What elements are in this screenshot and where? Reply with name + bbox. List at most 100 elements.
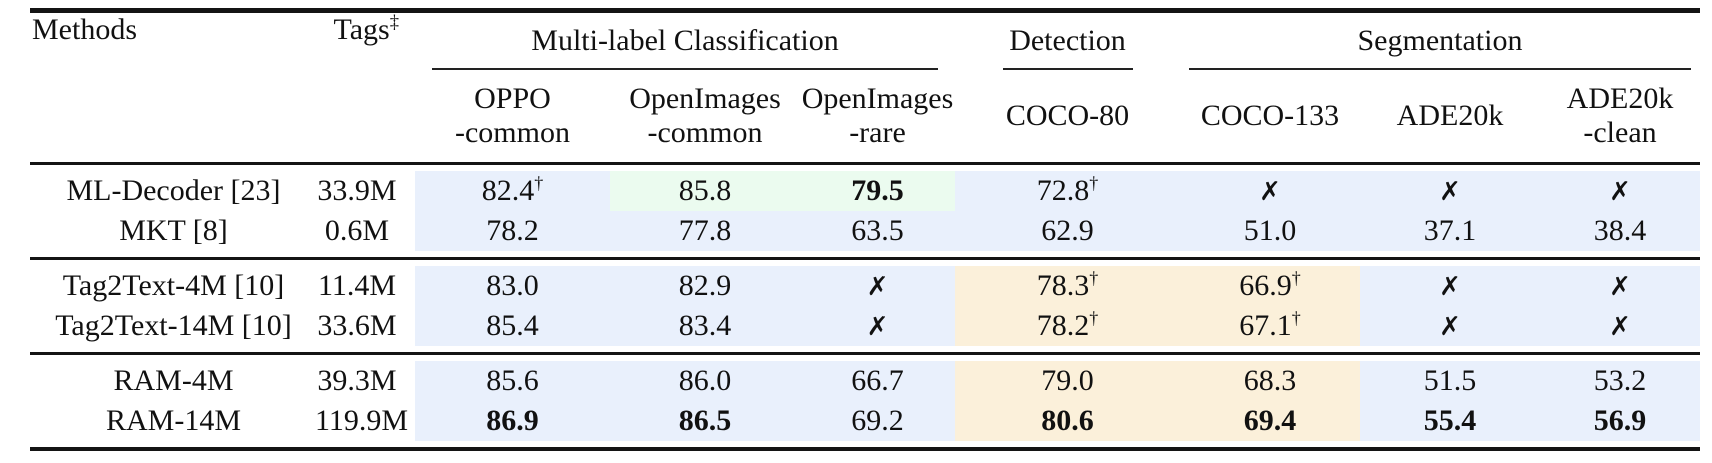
- score-value: 69.4: [1243, 403, 1297, 437]
- table-row-ram-4m: RAM-4M 39.3M 85.6 86.0 66.7 79.0 68.3 51.5 53.2: [30, 360, 1700, 401]
- benchmark-name-suffix: -clean: [1583, 115, 1657, 149]
- score-cell: 77.8: [610, 210, 800, 251]
- score-cell: 37.1: [1360, 210, 1540, 251]
- score-value: 55.4: [1423, 403, 1477, 437]
- section-gap: [30, 164, 1700, 171]
- score-cell: 79.0: [955, 360, 1180, 401]
- not-supported-cell: ✗: [1540, 305, 1700, 346]
- benchmark-name-suffix: -rare: [849, 115, 906, 149]
- cross-mark-icon: ✗: [866, 271, 889, 302]
- cross-mark-icon: ✗: [1609, 271, 1631, 302]
- score-value: 80.6: [1041, 403, 1094, 437]
- not-supported-cell: ✗: [1180, 170, 1360, 211]
- tags-cell: 39.3M: [317, 363, 397, 397]
- not-supported-cell: ✗: [800, 305, 955, 346]
- score-cell: 69.4: [1180, 400, 1360, 441]
- score-cell: 62.9: [955, 210, 1180, 251]
- score-cell: 67.1†: [1180, 305, 1360, 346]
- score-value: 78.3: [1036, 268, 1090, 302]
- score-cell: 86.0: [610, 360, 800, 401]
- not-supported-cell: ✗: [1360, 265, 1540, 306]
- score-value: 85.6: [486, 363, 539, 397]
- score-value: 85.4: [486, 308, 539, 342]
- benchmark-name: OPPO: [474, 81, 551, 115]
- score-value: 66.7: [851, 363, 904, 397]
- score-cell: 86.5: [610, 400, 800, 441]
- score-value: 72.8: [1036, 173, 1090, 207]
- score-value: 53.2: [1593, 363, 1647, 397]
- group-label: Detection: [1009, 24, 1126, 57]
- score-cell: 72.8†: [955, 170, 1180, 211]
- table-row-ml-decoder-23: ML-Decoder [23] 33.9M 82.4† 85.8 79.5 72.8† ✗ ✗…: [30, 170, 1700, 211]
- dagger-superscript: †: [1089, 267, 1099, 288]
- score-cell: 80.6: [955, 400, 1180, 441]
- group-header-segmentation: Segmentation: [1180, 13, 1700, 70]
- not-supported-cell: ✗: [1360, 170, 1540, 211]
- score-value: 78.2: [1036, 308, 1090, 342]
- section-rule: [30, 256, 1700, 260]
- tags-cell: 0.6M: [324, 213, 390, 247]
- group-underline: [432, 67, 938, 70]
- score-cell: 86.9: [415, 400, 610, 441]
- benchmark-name: ADE20k: [1566, 81, 1674, 115]
- score-cell: 85.6: [415, 360, 610, 401]
- score-value: 67.1: [1239, 308, 1292, 342]
- table-body: ML-Decoder [23] 33.9M 82.4† 85.8 79.5 72.8† ✗ ✗…: [30, 164, 1700, 451]
- cross-mark-icon: ✗: [1439, 176, 1461, 207]
- score-cell: 56.9: [1540, 400, 1700, 441]
- cross-mark-icon: ✗: [1609, 311, 1631, 342]
- score-cell: 68.3: [1180, 360, 1360, 401]
- paper-table-figure: Methods Tags‡ Multi-label Classification…: [30, 8, 1700, 451]
- tags-header-label: Tags: [333, 13, 390, 46]
- column-header-ade20k-clean: ADE20k -clean: [1540, 70, 1700, 162]
- cross-mark-icon: ✗: [1259, 176, 1281, 207]
- score-value: 38.4: [1593, 213, 1647, 247]
- benchmark-name: OpenImages: [801, 81, 954, 115]
- dagger-superscript: †: [1089, 172, 1099, 193]
- tags-cell: 33.6M: [317, 308, 397, 342]
- method-cell: Tag2Text-14M [10]: [55, 308, 292, 342]
- benchmark-name: COCO-133: [1200, 98, 1340, 132]
- score-cell: 51.0: [1180, 210, 1360, 251]
- column-header-coco-133: COCO-133: [1180, 70, 1360, 162]
- column-header-openimages-rare: OpenImages -rare: [800, 70, 955, 162]
- score-cell: 78.3†: [955, 265, 1180, 306]
- section-gap: [30, 354, 1700, 361]
- score-cell: 38.4: [1540, 210, 1700, 251]
- method-cell: Tag2Text-4M [10]: [62, 268, 285, 302]
- score-value: 86.0: [678, 363, 732, 397]
- table-row-tag2text-4m-10: Tag2Text-4M [10] 11.4M 83.0 82.9 ✗ 78.3† 66.9†…: [30, 265, 1700, 306]
- score-value: 62.9: [1041, 213, 1094, 247]
- group-label: Segmentation: [1357, 24, 1523, 57]
- cross-mark-icon: ✗: [1439, 271, 1461, 302]
- score-cell: 51.5: [1360, 360, 1540, 401]
- score-value: 51.5: [1423, 363, 1477, 397]
- group-underline: [1002, 67, 1133, 70]
- cross-mark-icon: ✗: [1439, 311, 1461, 342]
- score-cell: 85.4: [415, 305, 610, 346]
- column-header-methods: Methods: [30, 13, 315, 162]
- group-header-detection: Detection: [955, 13, 1180, 70]
- cross-mark-icon: ✗: [866, 311, 889, 342]
- tags-cell: 119.9M: [315, 403, 409, 437]
- benchmark-name-suffix: -common: [455, 115, 570, 149]
- column-header-oppo-common: OPPO -common: [415, 70, 610, 162]
- column-header-tags: Tags‡: [315, 13, 415, 162]
- score-value: 56.9: [1593, 403, 1647, 437]
- score-cell: 66.9†: [1180, 265, 1360, 306]
- cross-mark-icon: ✗: [1609, 176, 1631, 207]
- benchmark-name-suffix: -common: [647, 115, 763, 149]
- score-cell: 53.2: [1540, 360, 1700, 401]
- score-cell: 82.4†: [415, 170, 610, 211]
- score-cell: 63.5: [800, 210, 955, 251]
- score-cell: 85.8: [610, 170, 800, 211]
- score-value: 83.4: [678, 308, 732, 342]
- header-rule: [30, 161, 1700, 165]
- method-cell: RAM-14M: [105, 403, 241, 437]
- section-rule: [30, 351, 1700, 355]
- benchmark-header-row: OPPO -common OpenImages -common OpenImages -r…: [30, 70, 1700, 162]
- score-cell: 66.7: [800, 360, 955, 401]
- method-cell: RAM-4M: [113, 363, 234, 397]
- score-value: 69.2: [851, 403, 904, 437]
- top-rule: [30, 8, 1700, 13]
